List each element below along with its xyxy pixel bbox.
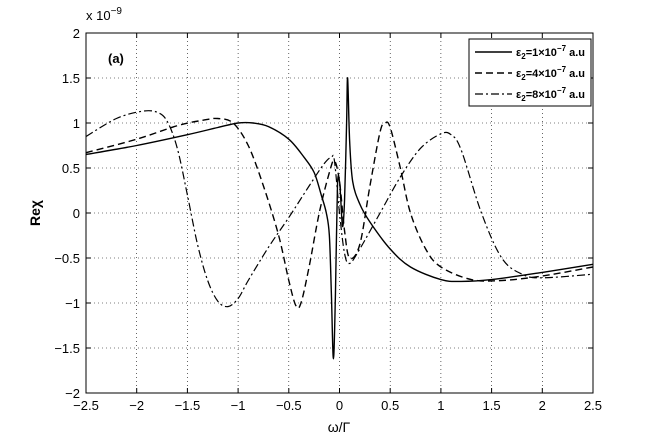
y-multiplier-base: x 10 bbox=[86, 8, 111, 23]
series-line-3 bbox=[85, 110, 594, 308]
legend: ε2=1×10−7 a.u ε2=4×10−7 a.u ε2=8×10−7 a.… bbox=[468, 38, 592, 107]
x-tick-label: 0 bbox=[336, 398, 343, 413]
x-tick-label: 2.5 bbox=[584, 398, 602, 413]
panel-label: (a) bbox=[108, 51, 124, 66]
x-tick-labels: −2.5 −2 −1.5 −1 −0.5 0 0.5 1 1.5 2 2.5 bbox=[73, 398, 602, 413]
series-line-1 bbox=[85, 77, 594, 360]
y-multiplier-label: x 10−9 bbox=[86, 6, 122, 23]
x-axis-title: ω/Γ bbox=[328, 419, 351, 435]
y-tick-label: −1 bbox=[65, 296, 80, 311]
x-tick-label: −0.5 bbox=[276, 398, 302, 413]
y-tick-label: 0.5 bbox=[62, 161, 80, 176]
y-tick-label: 1 bbox=[73, 116, 80, 131]
y-tick-label: −1.5 bbox=[54, 341, 80, 356]
x-tick-label: 1 bbox=[437, 398, 444, 413]
y-tick-label: −2 bbox=[65, 386, 80, 401]
y-tick-label: 2 bbox=[73, 26, 80, 41]
legend-label-series-3: ε2=8×10−7 a.u bbox=[516, 86, 585, 103]
y-tick-label: −0.5 bbox=[54, 251, 80, 266]
x-tick-label: −1 bbox=[231, 398, 246, 413]
legend-label-series-2: ε2=4×10−7 a.u bbox=[516, 65, 585, 82]
x-tick-label: 2 bbox=[539, 398, 546, 413]
y-multiplier-exponent: −9 bbox=[111, 6, 123, 17]
x-tick-label: 0.5 bbox=[381, 398, 399, 413]
x-tick-label: −2.5 bbox=[73, 398, 99, 413]
series-line-2 bbox=[85, 117, 594, 309]
x-tick-label: −1.5 bbox=[175, 398, 201, 413]
legend-label-series-1: ε2=1×10−7 a.u bbox=[516, 44, 585, 61]
y-axis-title: Reχ bbox=[27, 200, 43, 226]
axis-ticks bbox=[85, 32, 594, 394]
x-tick-label: −2 bbox=[129, 398, 144, 413]
y-tick-labels: −2 −1.5 −1 −0.5 0 0.5 1 1.5 2 bbox=[54, 26, 80, 401]
y-tick-label: 1.5 bbox=[62, 71, 80, 86]
plot-lines bbox=[85, 77, 594, 360]
y-tick-label: 0 bbox=[73, 206, 80, 221]
x-tick-label: 1.5 bbox=[483, 398, 501, 413]
